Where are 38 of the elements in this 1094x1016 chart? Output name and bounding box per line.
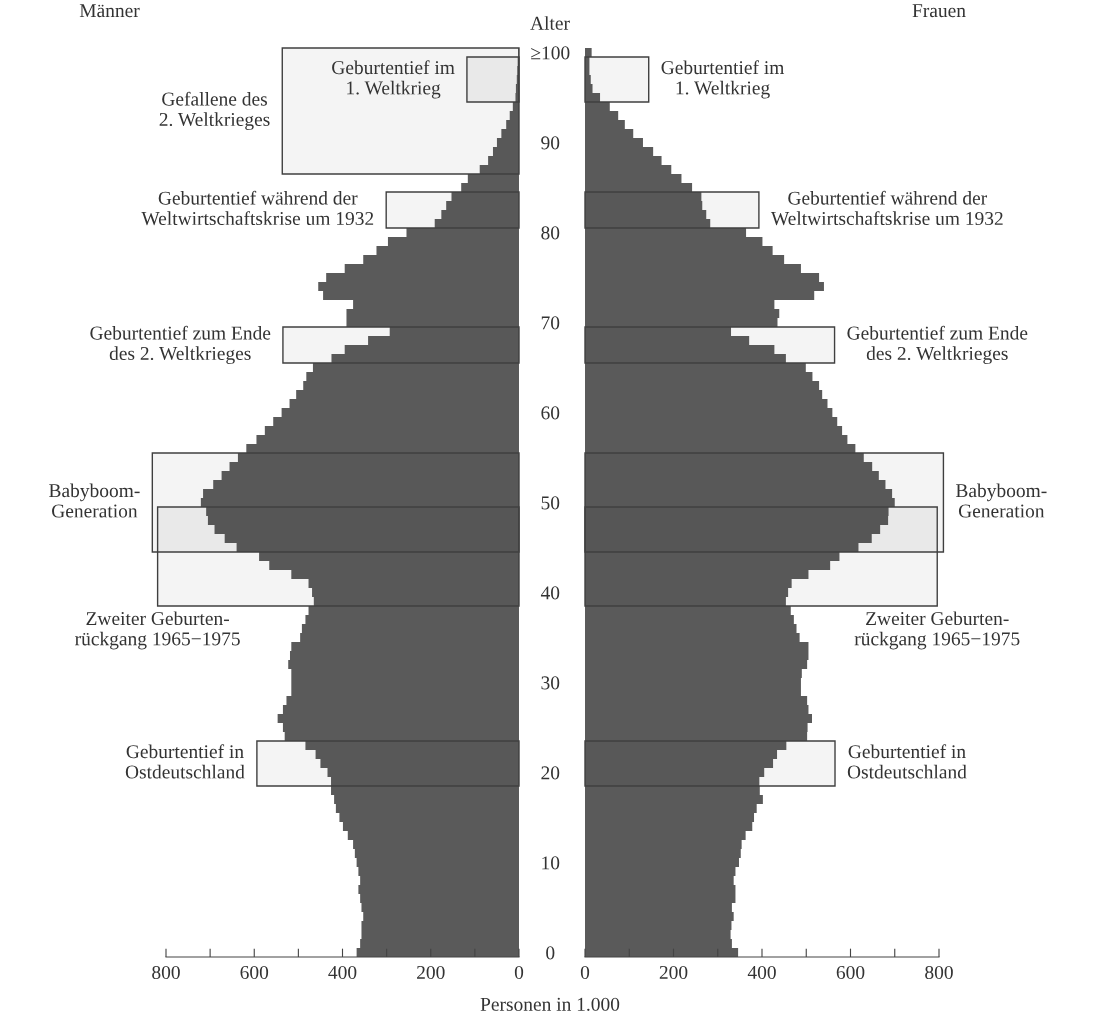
chart-title: Frauen [912,4,966,18]
x-tick-label: 400 [328,965,357,980]
band-label: Geburtentief zum Ende des 2. Weltkrieges [847,325,1028,365]
y-tick-label: 20 [541,766,560,780]
x-axis-title: Personen in 1.000 [480,997,620,1011]
x-tick-label: 400 [747,965,776,980]
band-label: Geburtentief in Ostdeutschland [847,744,967,779]
band-label: Geburtentief während der Weltwirtschaftskrise um 1932 [141,190,374,226]
x-tick-label: 800 [152,965,180,980]
band-label: Geburtentief im 1. Weltkrieg [661,60,785,99]
x-tick-label: 200 [417,965,445,980]
band-label: Geburtentief während der Weltwirtschaftskrise um 1932 [770,190,1003,226]
band-label: Zweiter Geburten- rückgang 1965−1975 [854,611,1020,650]
x-tick-label: 0 [580,965,590,980]
y-tick-label: 70 [541,316,560,330]
y-tick-label: 40 [540,586,560,600]
x-tick-label: 200 [659,965,688,980]
band-label: Zweiter Geburten- rückgang 1965−1975 [75,611,240,650]
band-label: Babyboom- Generation [955,483,1047,518]
y-axis-title: Alter [530,16,570,30]
band-label: Babyboom- Generation [49,483,140,518]
x-tick-label: 600 [836,965,865,980]
y-tick-label: ≥100 [531,46,570,60]
band-label: Geburtentief zum Ende des 2. Weltkrieges [90,325,271,365]
band-label: Geburtentief in Ostdeutschland [125,744,245,779]
chart-title: Männer [79,4,140,18]
y-tick-label: 0 [546,946,555,960]
y-tick-label: 90 [541,136,560,150]
y-tick-label: 30 [541,676,560,690]
y-tick-label: 10 [542,856,560,870]
y-tick-label: 60 [541,406,560,420]
band-label: Gefallene des 2. Weltkrieges [159,91,270,131]
x-tick-label: 0 [514,965,524,980]
band-label: Geburtentief im 1. Weltkrieg [332,60,455,99]
y-tick-label: 50 [541,496,560,510]
x-tick-label: 600 [240,965,269,980]
y-tick-label: 80 [541,226,560,240]
x-tick-label: 800 [925,965,953,980]
